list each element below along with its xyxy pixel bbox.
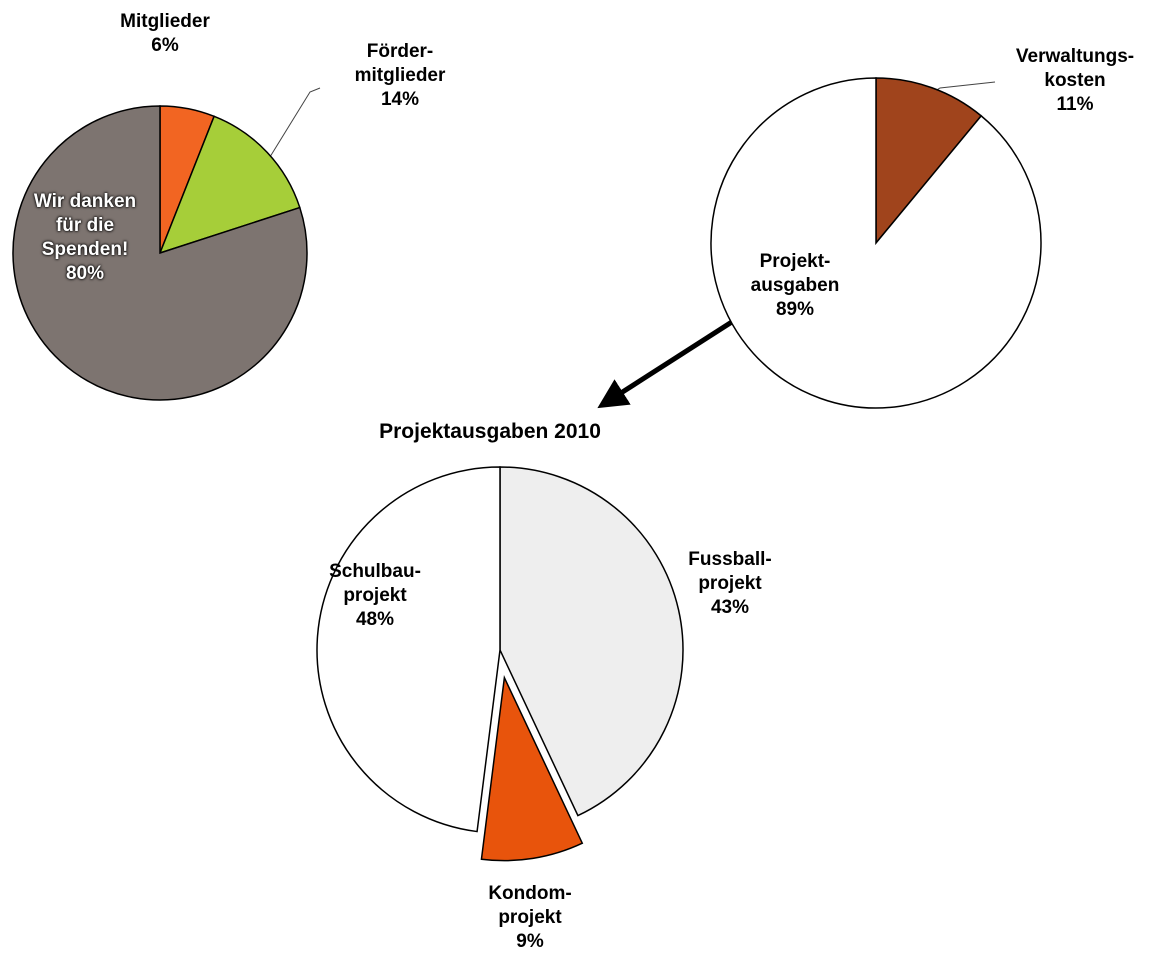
slice-label: Fussball- projekt bbox=[688, 549, 772, 594]
pie-slice bbox=[710, 77, 1042, 409]
value-label: 6% bbox=[151, 35, 179, 56]
slice-label: Wir danken für die Spenden! bbox=[33, 191, 137, 260]
slice-label: Schulbau- projekt bbox=[329, 561, 421, 606]
value-label: 48% bbox=[355, 609, 395, 630]
value-label: 14% bbox=[380, 89, 420, 110]
pie-slice bbox=[316, 466, 501, 833]
pie-slice bbox=[480, 674, 584, 862]
value-label: 9% bbox=[516, 931, 544, 952]
slice-label: Mitglieder bbox=[120, 11, 210, 32]
slice-label: Projekt- ausgaben bbox=[750, 251, 840, 296]
chart-title: Projektausgaben 2010 bbox=[379, 420, 601, 443]
slice-label: Kondom- projekt bbox=[488, 883, 572, 928]
arrow bbox=[597, 315, 740, 409]
pie-slice bbox=[499, 466, 684, 817]
pie-slice bbox=[875, 77, 983, 246]
pie-slice bbox=[12, 105, 308, 401]
slice-label: Förder- mitglieder bbox=[354, 41, 446, 86]
value-label: 43% bbox=[710, 597, 750, 618]
leader-line bbox=[264, 87, 321, 166]
value-label: 89% bbox=[775, 299, 815, 320]
value-label: 11% bbox=[1056, 94, 1094, 115]
slice-label: Verwaltungs- kosten bbox=[1015, 46, 1135, 91]
value-label: 80% bbox=[65, 263, 105, 284]
